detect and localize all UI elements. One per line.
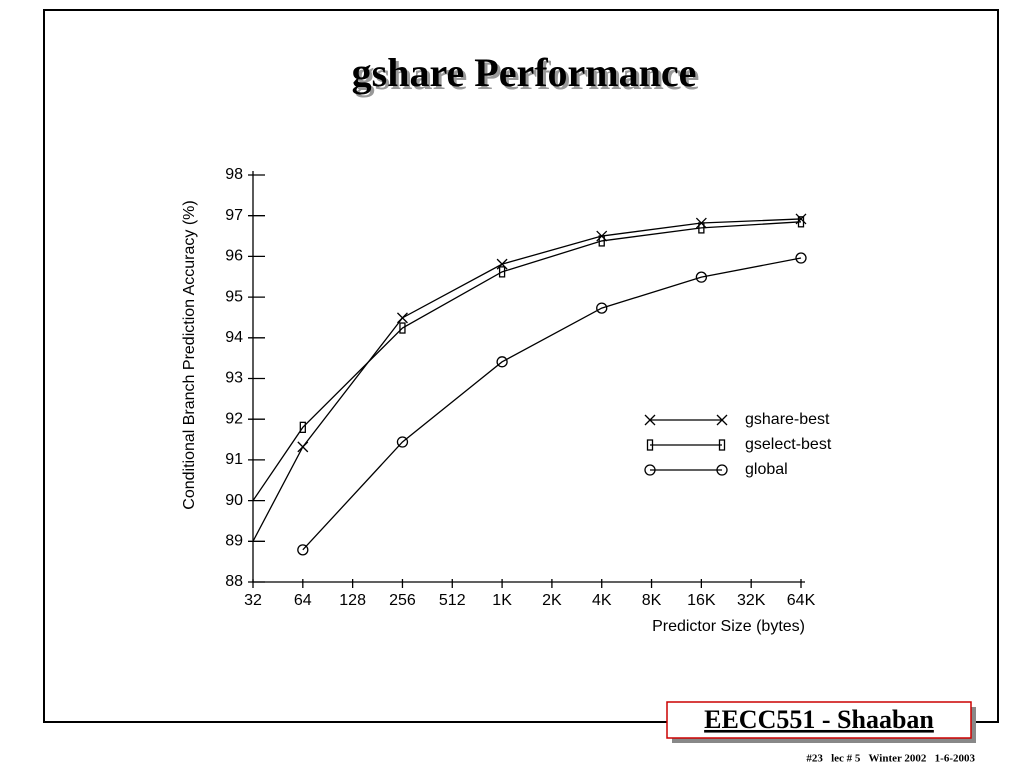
x-tick-label: 4K [592, 592, 612, 609]
x-tick-label: 2K [542, 592, 562, 609]
footer-course: EECC551 - Shaaban [704, 705, 934, 734]
x-tick-label: 64K [787, 592, 816, 609]
legend-label: global [745, 461, 788, 478]
y-tick-label: 92 [225, 410, 243, 427]
marker [399, 322, 406, 334]
x-tick-label: 128 [339, 592, 366, 609]
marker [496, 258, 508, 270]
y-tick-label: 90 [225, 492, 243, 509]
series-line [302, 257, 802, 551]
y-tick-label: 96 [225, 248, 243, 265]
x-tick-label: 16K [687, 592, 716, 609]
y-tick-label: 97 [225, 207, 243, 224]
marker [795, 252, 807, 264]
y-tick-label: 94 [225, 329, 243, 346]
marker [396, 436, 409, 448]
marker [718, 439, 726, 451]
slide-border [43, 9, 999, 723]
x-tick-label: 8K [642, 592, 662, 609]
footer-info: #23 lec # 5 Winter 2002 1-6-2003 [806, 753, 975, 765]
x-tick-label: 64 [294, 592, 312, 609]
marker [496, 356, 508, 368]
x-axis-label: Predictor Size (bytes) [652, 618, 805, 635]
x-tick-label: 256 [389, 592, 416, 609]
series-line [252, 218, 802, 542]
marker [797, 216, 805, 228]
y-tick-label: 91 [225, 451, 243, 468]
y-tick-label: 95 [225, 288, 243, 305]
marker [297, 544, 309, 556]
marker [644, 414, 656, 426]
legend-label: gselect-best [745, 436, 832, 453]
marker [698, 222, 705, 234]
title: gshare Performance [352, 50, 697, 95]
y-tick-label: 93 [225, 370, 243, 387]
title-shadow: gshare Performance [355, 53, 700, 98]
marker [396, 312, 408, 324]
footer-box [666, 701, 972, 739]
marker [596, 302, 608, 314]
x-tick-label: 32 [244, 592, 262, 609]
series-line [252, 221, 802, 501]
x-tick-label: 1K [492, 592, 512, 609]
y-tick-label: 98 [225, 166, 243, 183]
marker [598, 235, 605, 247]
x-tick-label: 32K [737, 592, 766, 609]
y-axis-label: Conditional Branch Prediction Accuracy (… [181, 200, 198, 509]
y-tick-label: 89 [225, 533, 243, 550]
marker [299, 421, 306, 433]
marker [716, 414, 728, 426]
legend-label: gshare-best [745, 411, 830, 428]
marker [498, 266, 506, 278]
marker [716, 464, 728, 476]
x-tick-label: 512 [439, 592, 466, 609]
marker [644, 464, 656, 476]
marker [695, 271, 708, 283]
y-tick-label: 88 [225, 573, 243, 590]
marker [646, 439, 654, 451]
marker [297, 441, 309, 453]
